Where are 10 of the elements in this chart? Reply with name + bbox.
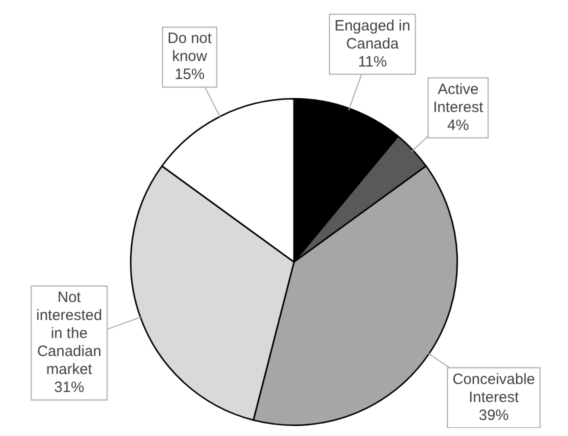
data-label: 11% bbox=[358, 53, 387, 70]
slice-label: Do not know bbox=[167, 30, 213, 66]
data-label: 4% bbox=[447, 117, 469, 134]
slice-label: Not interested in the Canadian market bbox=[36, 289, 102, 378]
slice-label: Engaged in Canada bbox=[334, 17, 410, 52]
data-label: 39% bbox=[478, 406, 509, 424]
data-label: 31% bbox=[54, 379, 84, 396]
slice-label: Conceivable Interest bbox=[452, 370, 536, 406]
slice-label: Active Interest bbox=[433, 81, 484, 116]
data-label: 15% bbox=[174, 66, 205, 84]
